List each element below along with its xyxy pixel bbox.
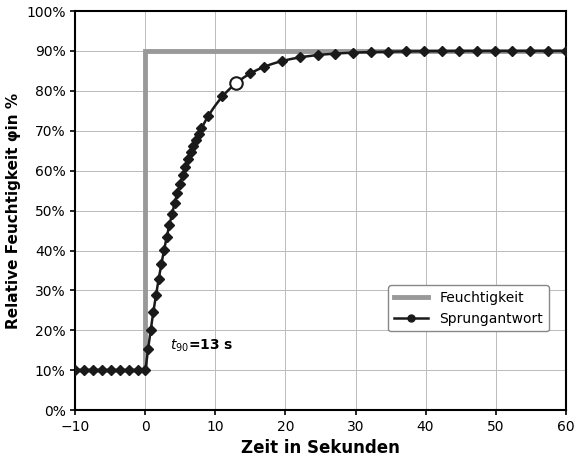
Text: $t_{90}$=13 s: $t_{90}$=13 s [170, 338, 234, 354]
X-axis label: Zeit in Sekunden: Zeit in Sekunden [241, 439, 400, 457]
Legend: Feuchtigkeit, Sprungantwort: Feuchtigkeit, Sprungantwort [388, 285, 549, 332]
Y-axis label: Relative Feuchtigkeit φin %: Relative Feuchtigkeit φin % [6, 93, 20, 329]
